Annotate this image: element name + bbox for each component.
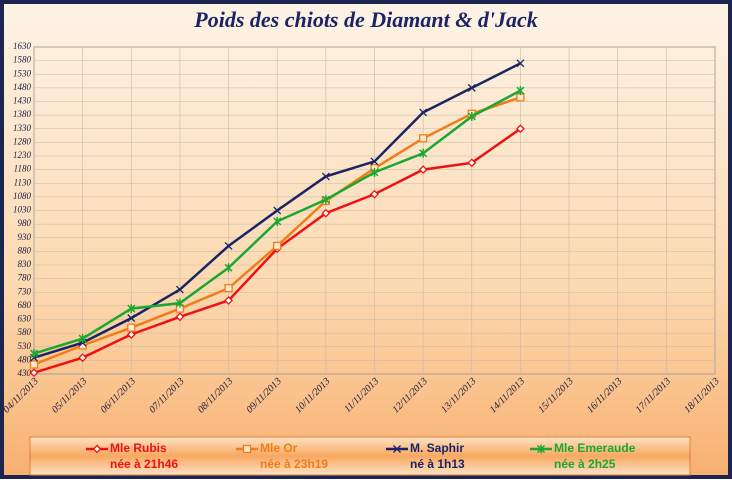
marker [370, 189, 379, 199]
marker [126, 330, 136, 339]
marker [418, 165, 428, 175]
legend-sub: né à 1h13 [410, 457, 465, 471]
legend-sub: née à 23h19 [260, 457, 328, 471]
y-tick-label: 1430 [13, 96, 32, 106]
y-tick-label: 630 [18, 314, 32, 324]
marker [516, 86, 525, 96]
marker [516, 124, 525, 134]
y-tick-label: 1580 [13, 55, 32, 65]
marker [419, 148, 428, 158]
y-tick-label: 1330 [13, 123, 32, 133]
marker [467, 111, 476, 121]
y-tick-label: 480 [18, 354, 32, 364]
marker [321, 172, 330, 181]
y-tick-label: 1230 [13, 150, 32, 160]
marker [419, 108, 428, 117]
marker [321, 195, 330, 205]
y-tick-label: 1630 [13, 41, 32, 51]
background [4, 4, 728, 475]
marker [127, 304, 136, 314]
marker [29, 360, 39, 369]
legend-label: Mle Or [260, 441, 298, 455]
marker [92, 444, 102, 454]
y-tick-label: 680 [18, 300, 32, 310]
y-tick-label: 730 [18, 286, 32, 296]
marker [127, 314, 136, 323]
marker [29, 368, 39, 378]
y-tick-label: 1280 [13, 136, 32, 146]
marker [516, 59, 525, 68]
marker [224, 241, 233, 250]
chart-title: Poids des chiots de Diamant & d'Jack [193, 7, 537, 32]
y-tick-label: 430 [18, 368, 32, 378]
marker [127, 323, 136, 332]
marker [467, 83, 476, 92]
y-tick-label: 1080 [13, 191, 32, 201]
legend-label: Mle Emeraude [554, 441, 636, 455]
y-tick-label: 830 [18, 259, 32, 269]
marker [224, 296, 233, 305]
marker [224, 284, 233, 293]
marker [536, 444, 546, 454]
marker [29, 349, 39, 359]
y-tick-label: 980 [18, 218, 32, 228]
y-tick-label: 780 [18, 273, 32, 283]
marker [370, 157, 379, 166]
marker [467, 158, 477, 168]
y-tick-label: 1180 [14, 164, 32, 174]
marker [273, 241, 282, 251]
marker [242, 444, 252, 454]
marker [175, 285, 184, 294]
marker [370, 167, 379, 177]
marker [393, 445, 401, 453]
marker [321, 208, 331, 218]
marker [175, 298, 184, 308]
legend-box [29, 436, 691, 476]
marker [224, 263, 233, 273]
y-tick-label: 1030 [13, 205, 32, 215]
y-tick-label: 1130 [14, 177, 32, 187]
marker [78, 353, 88, 363]
marker [418, 134, 428, 143]
y-tick-label: 1530 [13, 68, 32, 78]
legend-sub: née à 21h46 [110, 457, 178, 471]
legend-label: Mle Rubis [110, 441, 167, 455]
legend-label: M. Saphir [410, 441, 464, 455]
y-tick-label: 580 [18, 327, 32, 337]
marker [273, 206, 282, 215]
legend-sub: née à 2h25 [554, 457, 616, 471]
y-tick-label: 530 [18, 341, 32, 351]
y-tick-label: 880 [18, 245, 32, 255]
marker [273, 216, 282, 226]
y-tick-label: 930 [18, 232, 32, 242]
y-tick-label: 1480 [13, 82, 32, 92]
marker [78, 334, 87, 344]
y-tick-label: 1380 [13, 109, 32, 119]
marker [175, 312, 185, 322]
